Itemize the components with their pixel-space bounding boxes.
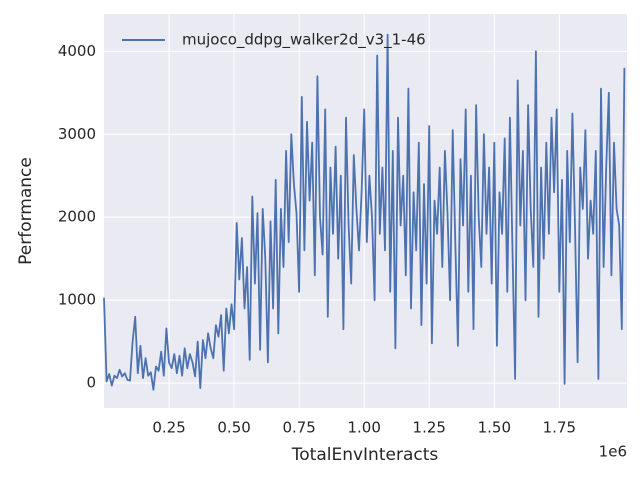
x-tick-label: 1.75 [543,419,576,437]
x-offset-label: 1e6 [599,443,627,461]
legend: mujoco_ddpg_walker2d_v3_1-46 [122,31,426,50]
y-tick-label: 2000 [58,208,96,226]
data-line [103,33,626,391]
x-tick-label: 0.25 [152,419,185,437]
y-tick-label: 0 [86,374,96,392]
x-tick-label: 0.75 [282,419,315,437]
y-tick-label: 3000 [58,125,96,143]
marks [103,33,626,391]
y-axis-label: Performance [16,157,36,265]
x-tick-label: 1.25 [413,419,446,437]
legend-label: mujoco_ddpg_walker2d_v3_1-46 [182,31,426,50]
x-tick-label: 0.50 [217,419,250,437]
y-tick-label: 1000 [58,291,96,309]
x-tick-label: 1.50 [478,419,511,437]
y-tick-label: 4000 [58,42,96,60]
x-tick-label: 1.00 [347,419,380,437]
x-axis-label: TotalEnvInteracts [291,445,439,465]
